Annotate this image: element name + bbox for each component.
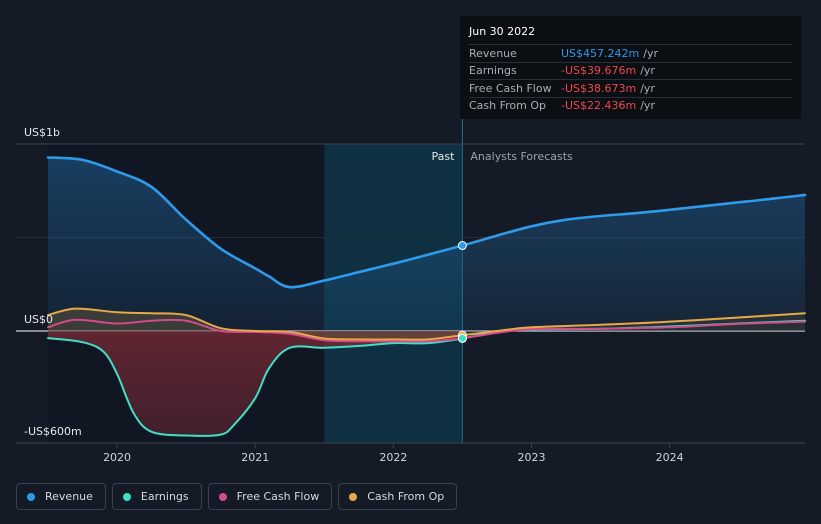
tooltip-row-free-cash-flow: Free Cash Flow -US$38.673m /yr [469, 79, 792, 97]
legend-label: Cash From Op [367, 490, 445, 503]
legend-item-revenue[interactable]: Revenue [16, 483, 106, 510]
legend-dot-revenue [27, 492, 35, 501]
tooltip-value: US$457.242m [561, 46, 640, 60]
cash-from-op-area [48, 308, 463, 340]
tooltip-label: Revenue [469, 46, 517, 60]
revenue-area [48, 157, 805, 331]
tooltip-row-revenue: Revenue US$457.242m /yr [469, 44, 792, 62]
legend: Revenue Earnings Free Cash Flow Cash Fro… [16, 483, 458, 510]
past-label: Past [431, 150, 455, 163]
legend-dot-earnings [122, 492, 131, 501]
legend-item-cash-from-op[interactable]: Cash From Op [338, 483, 458, 510]
legend-dot-free-cash-flow [218, 492, 227, 501]
tooltip-row-cash-from-op: Cash From Op -US$22.436m /yr [469, 96, 792, 115]
tooltip-unit: /yr [643, 46, 658, 60]
x-tick-label: 2021 [241, 451, 269, 464]
x-tick-label: 2020 [103, 451, 131, 464]
y-axis-label: US$0 [24, 313, 53, 326]
tooltip: Jun 30 2022 Revenue US$457.242m /yr Earn… [460, 16, 801, 119]
tooltip-label: Free Cash Flow [469, 81, 552, 95]
tooltip-label: Cash From Op [469, 99, 547, 113]
tooltip-row-earnings: Earnings -US$39.676m /yr [469, 61, 792, 80]
earnings-area [48, 331, 463, 436]
revenue-marker [457, 241, 467, 251]
legend-label: Free Cash Flow [236, 490, 320, 503]
tooltip-value: -US$22.436m [561, 99, 637, 113]
x-tick-label: 2023 [517, 451, 545, 464]
legend-label: Earnings [140, 490, 189, 503]
forecast-label: Analysts Forecasts [470, 150, 573, 163]
legend-item-earnings[interactable]: Earnings [111, 483, 202, 510]
legend-item-free-cash-flow[interactable]: Free Cash Flow [207, 483, 333, 510]
y-axis-label: -US$600m [24, 425, 82, 438]
tooltip-value: -US$39.676m [561, 64, 637, 78]
revenue-line [46, 156, 807, 289]
tooltip-date: Jun 30 2022 [469, 25, 536, 38]
tooltip-label: Earnings [469, 64, 517, 78]
tooltip-unit: /yr [640, 64, 655, 78]
cash-from-op-line [47, 307, 806, 341]
free-cash-flow-line [47, 318, 806, 343]
earnings-marker [457, 333, 467, 343]
tooltip-unit: /yr [640, 99, 655, 113]
tooltip-value: -US$38.673m [561, 81, 637, 95]
y-axis-label: US$1b [24, 126, 60, 139]
x-tick-label: 2024 [656, 451, 684, 464]
legend-label: Revenue [45, 490, 93, 503]
tooltip-unit: /yr [640, 81, 655, 95]
x-tick-label: 2022 [379, 451, 407, 464]
legend-dot-cash-from-op [349, 492, 358, 501]
